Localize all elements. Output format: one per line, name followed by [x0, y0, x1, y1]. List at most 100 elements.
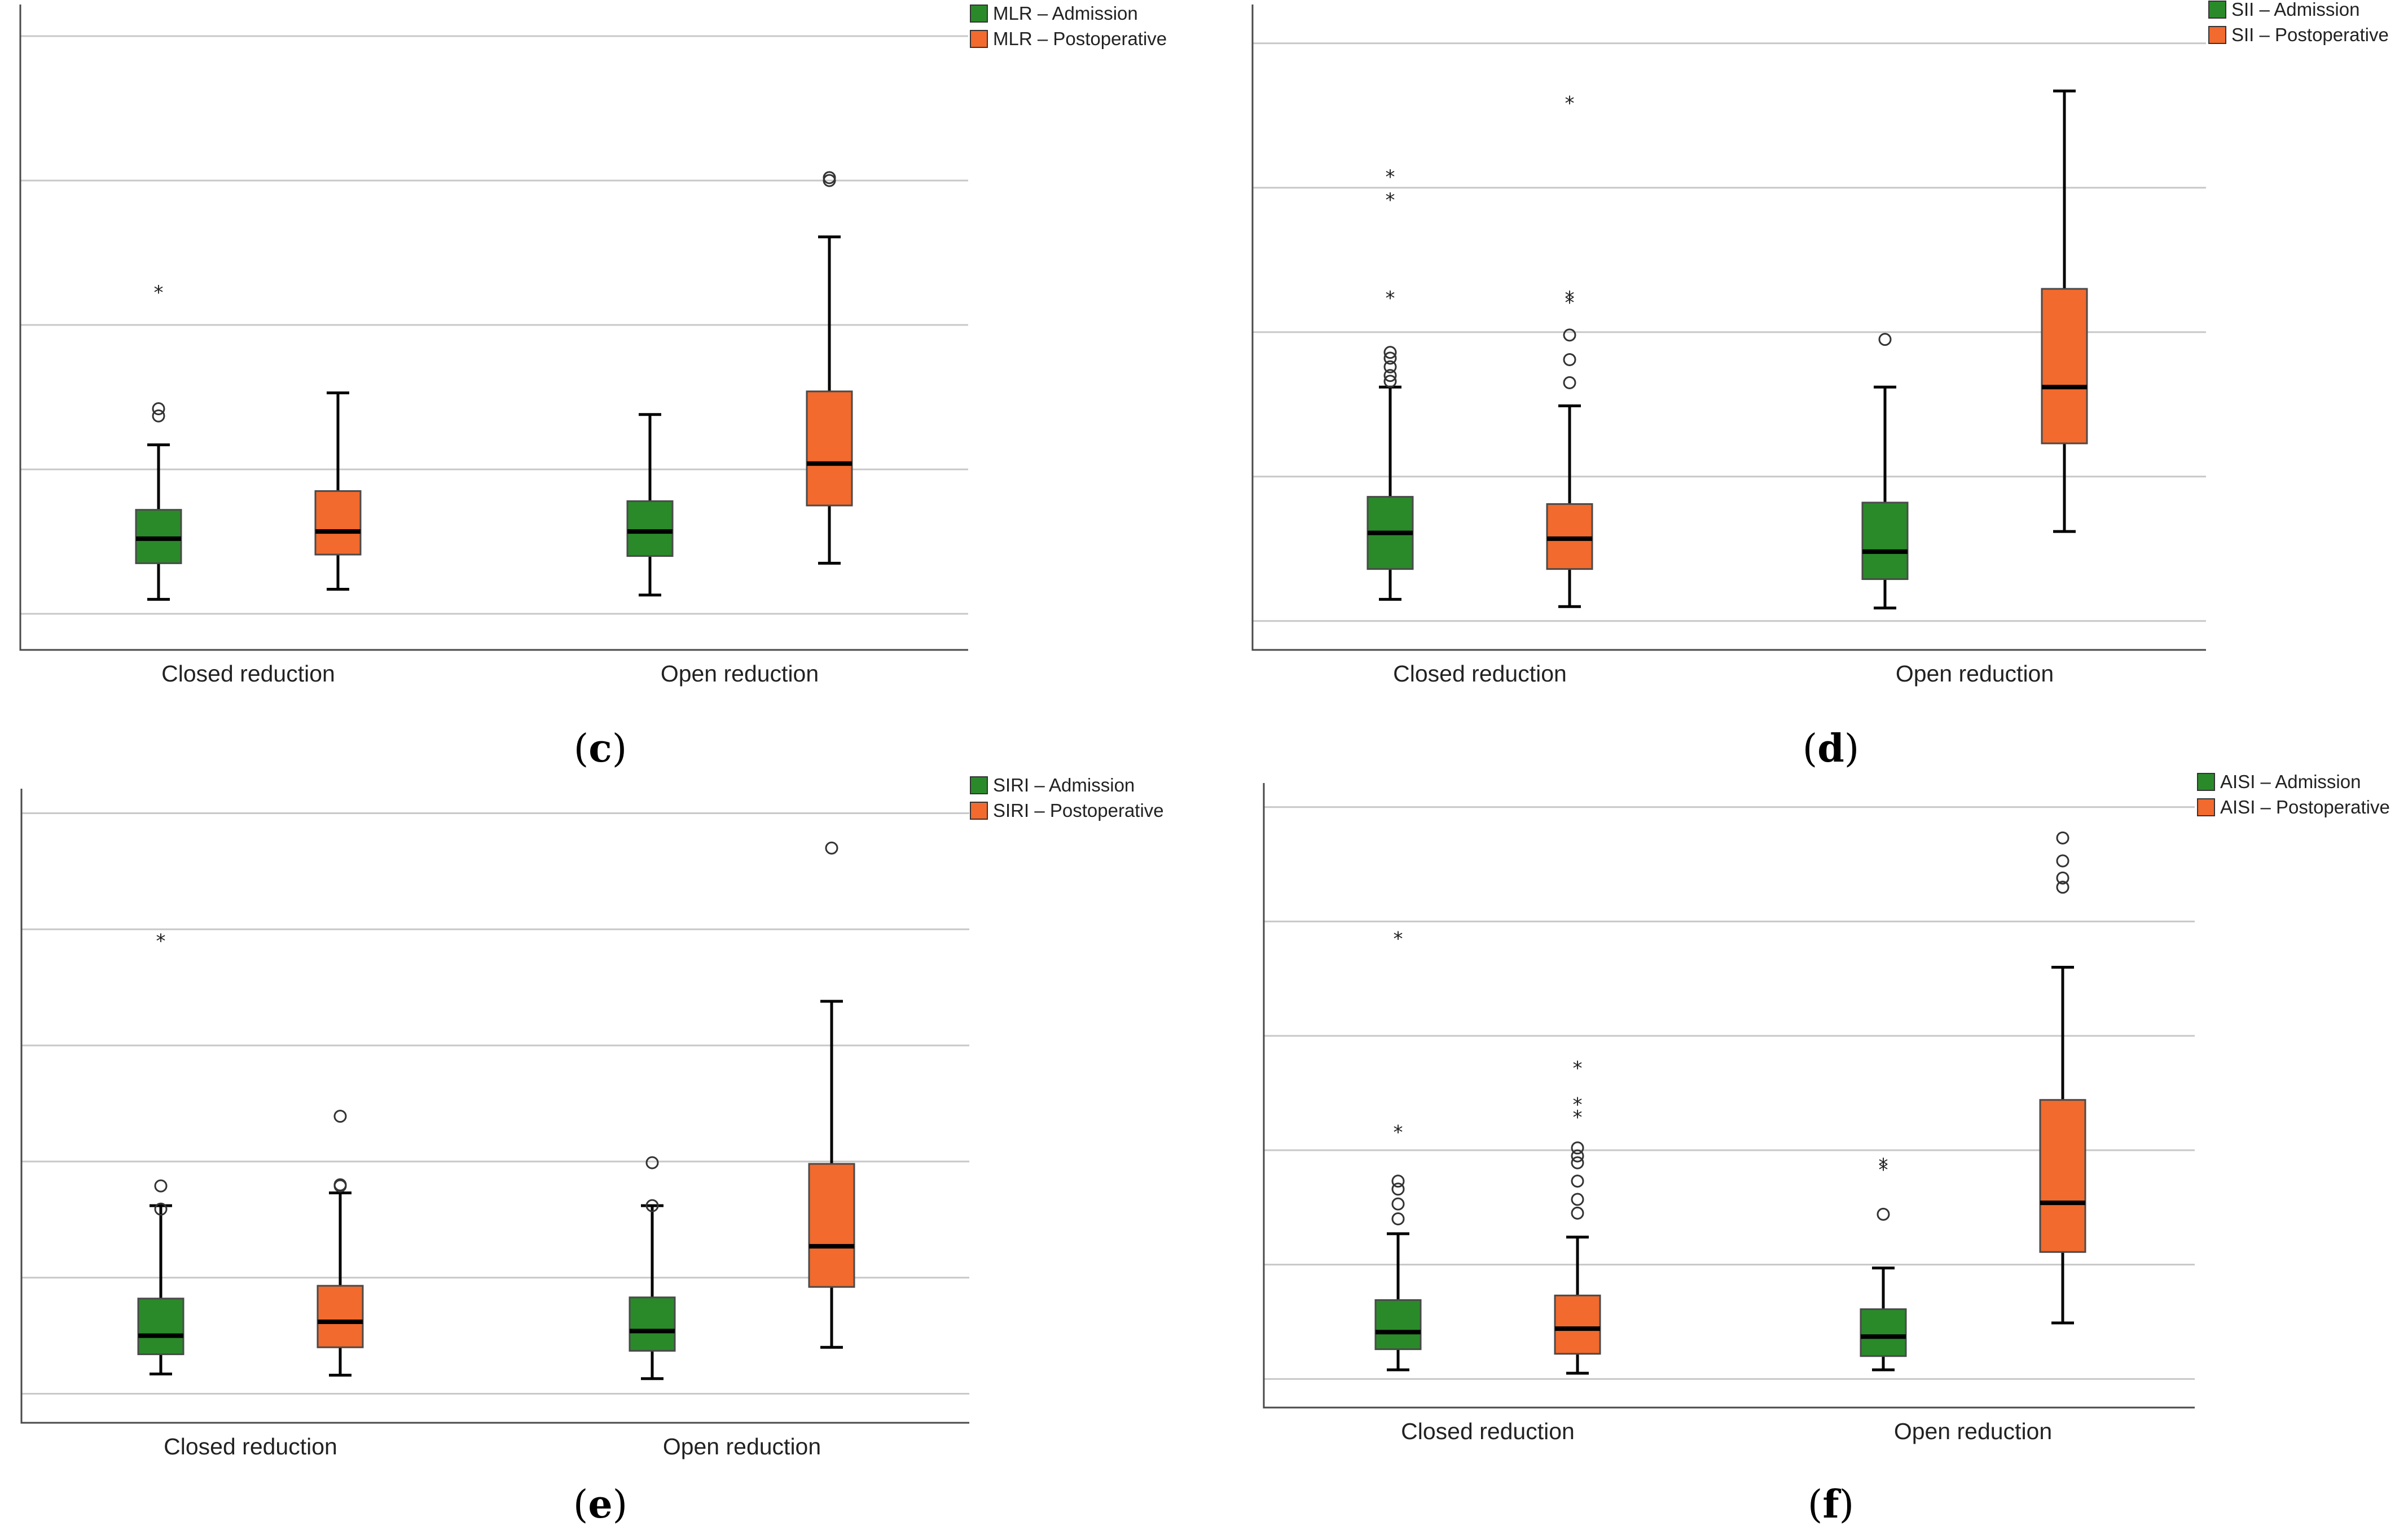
outlier-star: * — [1573, 1094, 1583, 1116]
legend-swatch — [970, 5, 988, 23]
box-admission-1: *** — [1366, 166, 1414, 601]
chart-panel-f: *******Closed reduction Open reductionAIS… — [1263, 771, 2390, 1527]
legend-swatch — [2208, 1, 2226, 19]
iqr-box — [1861, 502, 1909, 581]
outlier-circle — [825, 841, 838, 855]
outlier-star: * — [1386, 166, 1395, 188]
outlier-circle — [1571, 1193, 1584, 1206]
outlier-circle — [1563, 353, 1576, 366]
category-label: Open reduction — [663, 1434, 821, 1459]
axis-frame — [19, 5, 968, 651]
outlier-circle — [823, 171, 836, 184]
legend-swatch — [970, 30, 988, 48]
outlier-circle — [1383, 375, 1397, 388]
outlier-star: * — [1573, 1057, 1583, 1080]
outlier-circle — [2056, 854, 2069, 868]
outlier-circle — [1383, 351, 1397, 365]
outlier-circle — [1391, 1212, 1405, 1225]
chart-panel-d: ******Closed reduction Open reductionSII … — [1251, 0, 2389, 771]
box-postoperative-1: *** — [1554, 1057, 1601, 1375]
outlier-circle — [1877, 1207, 1890, 1221]
outlier-circle — [2056, 871, 2069, 885]
panel-label: (e) — [573, 1482, 627, 1527]
legend-label: AISI – Postoperative — [2220, 797, 2390, 817]
box-postoperative-2 — [2041, 89, 2088, 533]
outlier-circle — [2056, 881, 2069, 894]
box-postoperative-2 — [2039, 831, 2086, 1325]
outlier-circle — [154, 1202, 168, 1216]
outlier-circle — [1383, 346, 1397, 359]
outlier-star: * — [1565, 292, 1575, 314]
box-admission-1: * — [135, 282, 182, 601]
outlier-star: * — [1565, 93, 1575, 115]
outlier-circle — [1391, 1175, 1405, 1188]
box-postoperative-1 — [317, 1110, 364, 1377]
outlier-circle — [1878, 333, 1892, 346]
iqr-box — [317, 1285, 364, 1348]
category-label: Open reduction — [661, 661, 819, 687]
panel-label: (c) — [574, 726, 627, 771]
outlier-star: * — [1879, 1159, 1888, 1181]
box-admission-2 — [626, 413, 674, 597]
outlier-circle — [1391, 1197, 1405, 1211]
chart-panel-c: * Closed reduction Open reduction MLR – Adm… — [19, 3, 1167, 771]
outlier-circle — [1571, 1156, 1584, 1169]
outlier-circle — [645, 1156, 659, 1169]
outlier-star: * — [1879, 1154, 1888, 1177]
iqr-box — [1374, 1299, 1422, 1351]
outlier-circle — [1383, 360, 1397, 373]
legend: MLR – Admission MLR – Postoperative — [970, 3, 1167, 49]
legend-swatch — [2197, 798, 2215, 816]
category-label: Closed reduction — [164, 1434, 337, 1459]
outlier-circle — [1571, 1141, 1584, 1155]
outlier-circle — [1571, 1175, 1584, 1188]
outlier-star: * — [1573, 1106, 1583, 1129]
box-admission-2 — [629, 1156, 676, 1380]
iqr-box — [137, 1298, 184, 1356]
category-label: Open reduction — [1896, 661, 2054, 687]
legend-label: AISI – Admission — [2220, 771, 2361, 792]
legend-label: SII – Admission — [2231, 0, 2359, 20]
legend-swatch — [970, 802, 988, 820]
legend-swatch — [2208, 26, 2226, 44]
iqr-box — [626, 500, 674, 557]
box-postoperative-2 — [808, 841, 855, 1349]
box-postoperative-2 — [806, 171, 853, 565]
outlier-star: * — [1394, 1121, 1403, 1144]
outlier-circle — [1571, 1206, 1584, 1220]
legend-label: SIRI – Admission — [993, 775, 1135, 795]
legend-label: SII – Postoperative — [2231, 24, 2389, 45]
outlier-star: * — [1386, 189, 1395, 212]
outlier-circle — [1383, 369, 1397, 382]
box-admission-1: * — [137, 930, 184, 1376]
iqr-box — [629, 1296, 676, 1352]
legend-label: MLR – Admission — [993, 3, 1138, 24]
outlier-circle — [645, 1199, 659, 1212]
iqr-box — [808, 1163, 855, 1288]
category-label: Closed reduction — [161, 661, 335, 687]
outlier-star: * — [156, 930, 166, 953]
outlier-circle — [1391, 1182, 1405, 1196]
outlier-star: * — [1565, 287, 1575, 310]
box-admission-2: ** — [1860, 1154, 1907, 1371]
category-label: Open reduction — [1894, 1418, 2052, 1444]
outlier-circle — [1571, 1149, 1584, 1163]
legend-label: MLR – Postoperative — [993, 28, 1167, 49]
legend: SII – Admission SII – Postoperative — [2208, 0, 2389, 45]
outlier-star: * — [1386, 287, 1395, 310]
legend: AISI – Admission AISI – Postoperative — [2197, 771, 2390, 817]
outlier-circle — [333, 1178, 347, 1191]
outlier-circle — [154, 1179, 168, 1193]
panel-label: (d) — [1803, 726, 1860, 771]
axis-frame — [20, 789, 969, 1424]
outlier-circle — [152, 409, 165, 423]
category-label: Closed reduction — [1393, 661, 1567, 687]
outlier-circle — [1563, 376, 1576, 389]
chart-panel-e: * Closed reduction Open reduction SIRI – Ad… — [20, 775, 1164, 1527]
box-admission-2 — [1861, 333, 1909, 610]
legend-swatch — [2197, 773, 2215, 791]
legend-label: SIRI – Postoperative — [993, 800, 1164, 821]
category-label: Closed reduction — [1401, 1418, 1575, 1444]
iqr-box — [314, 490, 362, 556]
